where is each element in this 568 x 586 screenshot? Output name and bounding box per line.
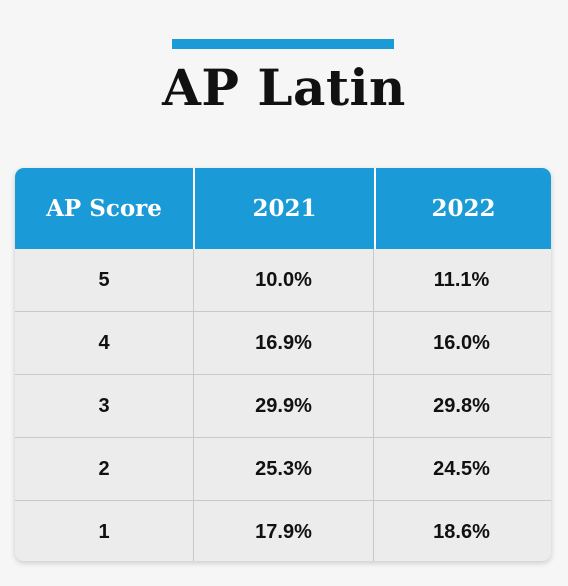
percent-2021-cell: 16.9% bbox=[193, 312, 373, 374]
score-cell: 2 bbox=[98, 457, 110, 480]
table-header-row: AP Score 2021 2022 bbox=[15, 168, 551, 249]
table-row: 4 16.9% 16.0% bbox=[15, 311, 551, 374]
percent-2022-cell: 11.1% bbox=[373, 249, 549, 311]
score-cell: 1 bbox=[98, 520, 110, 543]
percent-2021-cell: 25.3% bbox=[193, 438, 373, 500]
table-row: 2 25.3% 24.5% bbox=[15, 437, 551, 500]
page-title: AP Latin bbox=[162, 58, 406, 117]
header-cell-ap-score: AP Score bbox=[46, 195, 162, 222]
percent-2022-cell: 29.8% bbox=[373, 375, 549, 437]
table-row: 3 29.9% 29.8% bbox=[15, 374, 551, 437]
header-cell-2022: 2022 bbox=[374, 168, 551, 249]
table-body: 5 10.0% 11.1% 4 16.9% 16.0% 3 29.9% 29.8… bbox=[15, 249, 551, 561]
title-accent-bar bbox=[172, 39, 394, 49]
score-cell: 3 bbox=[98, 394, 110, 417]
percent-2022-cell: 24.5% bbox=[373, 438, 549, 500]
percent-2021-cell: 17.9% bbox=[193, 501, 373, 561]
score-cell: 5 bbox=[98, 268, 110, 291]
percent-2021-cell: 29.9% bbox=[193, 375, 373, 437]
percent-2022-cell: 18.6% bbox=[373, 501, 549, 561]
table-row: 1 17.9% 18.6% bbox=[15, 500, 551, 561]
score-table: AP Score 2021 2022 5 10.0% 11.1% 4 16.9%… bbox=[15, 168, 551, 561]
table-row: 5 10.0% 11.1% bbox=[15, 249, 551, 311]
header-cell-2021: 2021 bbox=[193, 168, 374, 249]
percent-2022-cell: 16.0% bbox=[373, 312, 549, 374]
percent-2021-cell: 10.0% bbox=[193, 249, 373, 311]
score-cell: 4 bbox=[98, 331, 110, 354]
